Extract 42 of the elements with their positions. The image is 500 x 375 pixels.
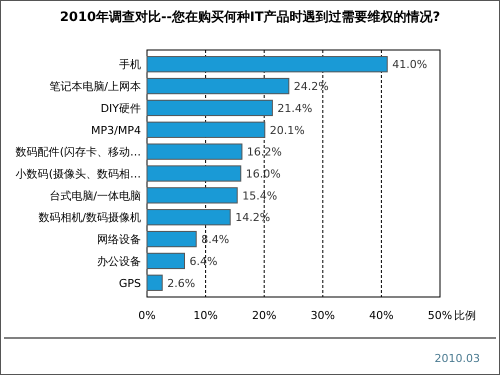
y-tick-label: GPS	[118, 276, 142, 290]
bar	[146, 274, 163, 291]
y-tick-label: 数码相机/数码摄像机	[38, 211, 141, 224]
data-label: 14.2%	[235, 211, 270, 224]
x-tick-label: 20%	[252, 309, 276, 322]
y-tick-label: DIY硬件	[100, 102, 141, 115]
x-tick-label: 50%	[428, 309, 452, 322]
bar	[146, 187, 238, 204]
bar	[146, 100, 273, 116]
data-label: 16.0%	[246, 168, 281, 180]
y-tick-label: 台式电脑/一体电脑	[49, 189, 141, 202]
data-label: 2.6%	[167, 276, 196, 290]
data-label: 15.4%	[242, 189, 278, 202]
text: 2010.03	[434, 352, 480, 365]
y-tick-label: 笔记本电脑/上网本	[49, 80, 141, 94]
bar	[146, 122, 266, 138]
bar	[146, 165, 242, 182]
y-tick-label: 小数码(摄像头、数码相…	[16, 168, 141, 180]
x-axis-title: 比例	[454, 309, 476, 322]
y-tick-label: MP3/MP4	[91, 124, 141, 137]
y-tick-label: 数码配件(闪存卡、移动…	[16, 146, 141, 159]
bar	[146, 78, 290, 94]
data-label: 8.4%	[201, 233, 230, 246]
bar	[146, 209, 231, 226]
data-label: 16.2%	[246, 146, 282, 159]
chart-title: 2010年调查对比--您在购买何种IT产品时遇到过需要维权的情况?	[60, 9, 440, 25]
data-label: 6.4%	[190, 254, 218, 268]
bar	[146, 230, 197, 248]
data-label: 41.0%	[392, 58, 428, 72]
bar	[146, 252, 186, 270]
data-label: 24.2%	[294, 80, 329, 94]
data-label: 20.1%	[270, 124, 305, 137]
y-tick-label: 网络设备	[97, 233, 141, 246]
x-tick-label: 30%	[310, 309, 336, 322]
bar	[146, 143, 242, 160]
bar	[146, 56, 388, 72]
data-label: 21.4%	[277, 102, 312, 115]
x-tick-label: 40%	[369, 309, 394, 322]
y-tick-label: 办公设备	[97, 254, 141, 268]
x-tick-label: 10%	[193, 309, 218, 322]
x-tick-label: 0%	[138, 309, 156, 322]
y-tick-label: 手机	[119, 58, 141, 72]
